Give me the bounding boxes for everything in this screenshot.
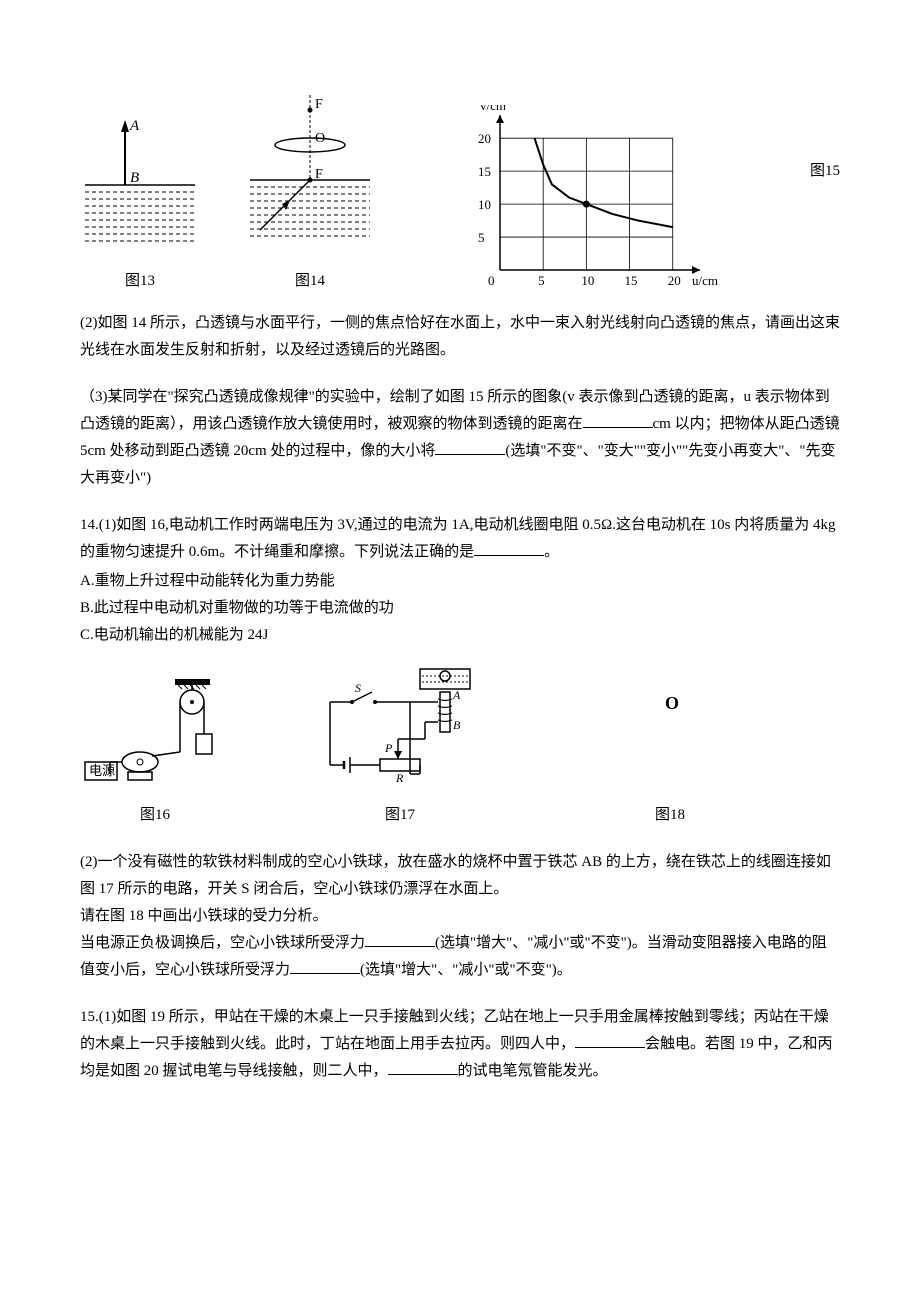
- fig16-svg: 电源: [80, 674, 230, 794]
- svg-text:15: 15: [625, 273, 638, 288]
- q14-2c: 当电源正负极调换后，空心小铁球所受浮力: [80, 935, 365, 951]
- fig15-caption: 图15: [810, 158, 840, 185]
- figure-13: A B 图13: [80, 110, 200, 295]
- fig15-svg: 5 10 15 20 5 10 15 20 0 v/cm u/cm: [455, 105, 735, 295]
- q14-opt-c: C.电动机输出的机械能为 24J: [80, 622, 840, 649]
- fig17-s: S: [355, 681, 361, 695]
- fig14-o: O: [315, 131, 325, 146]
- q14-2a: (2)一个没有磁性的软铁材料制成的空心小铁球，放在盛水的烧杯中置于铁芯 AB 的…: [80, 849, 840, 903]
- fig14-svg: F O F: [240, 90, 380, 260]
- fig17-b: B: [453, 718, 461, 732]
- blank-14-2-1: [365, 932, 435, 947]
- figure-16: 电源 图16: [80, 674, 230, 829]
- svg-text:10: 10: [478, 197, 491, 212]
- fig13-label-b: B: [130, 170, 139, 186]
- svg-text:v/cm: v/cm: [480, 105, 506, 113]
- figure-15: 5 10 15 20 5 10 15 20 0 v/cm u/cm: [420, 105, 770, 295]
- figure-row-2: 电源 图16 A B: [80, 664, 840, 829]
- blank-13-3-2: [435, 440, 505, 455]
- fig13-svg: A B: [80, 110, 200, 260]
- q13-2: (2)如图 14 所示，凸透镜与水面平行，一侧的焦点恰好在水面上，水中一束入射光…: [80, 310, 840, 364]
- fig16-label: 电源: [89, 763, 115, 778]
- q13-3: （3)某同学在"探究凸透镜成像规律"的实验中，绘制了如图 15 所示的图象(v …: [80, 384, 840, 492]
- svg-text:20: 20: [668, 273, 681, 288]
- blank-13-3-1: [583, 413, 653, 428]
- q14-1a: 14.(1)如图 16,电动机工作时两端电压为 3V,通过的电流为 1A,电动机…: [80, 517, 835, 560]
- blank-14-1: [474, 541, 544, 556]
- fig17-r: R: [395, 771, 404, 785]
- fig13-caption: 图13: [125, 268, 155, 295]
- svg-text:10: 10: [581, 273, 594, 288]
- blank-15-2: [388, 1060, 458, 1075]
- q14-1b: 。: [544, 544, 559, 560]
- fig17-p: P: [384, 741, 393, 755]
- svg-text:15: 15: [478, 164, 491, 179]
- q15-1: 15.(1)如图 19 所示，甲站在干燥的木桌上一只手接触到火线；乙站在地上一只…: [80, 1004, 840, 1085]
- q14-2b: 请在图 18 中画出小铁球的受力分析。: [80, 903, 840, 930]
- fig16-caption: 图16: [140, 802, 170, 829]
- figure-14: F O F 图14: [240, 90, 380, 295]
- svg-text:5: 5: [478, 230, 485, 245]
- q15-1c: 的试电笔氖管能发光。: [458, 1063, 608, 1079]
- figure-18: O 图18: [610, 674, 730, 829]
- blank-14-2-2: [290, 959, 360, 974]
- fig17-caption: 图17: [385, 802, 415, 829]
- svg-text:u/cm: u/cm: [692, 273, 718, 288]
- fig13-label-a: A: [129, 118, 140, 134]
- svg-text:20: 20: [478, 131, 491, 146]
- q14-2e: (选填"增大"、"减小"或"不变")。: [360, 962, 572, 978]
- fig17-svg: A B P R: [310, 664, 490, 794]
- fig17-a: A: [452, 688, 461, 702]
- figure-row-1: A B 图13 F O F: [80, 90, 840, 295]
- fig18-o: O: [665, 693, 679, 713]
- fig18-caption: 图18: [655, 802, 685, 829]
- q14-opt-b: B.此过程中电动机对重物做的功等于电流做的功: [80, 595, 840, 622]
- q14-2cde: 当电源正负极调换后，空心小铁球所受浮力(选填"增大"、"减小"或"不变")。当滑…: [80, 930, 840, 984]
- q14-opt-a: A.重物上升过程中动能转化为重力势能: [80, 568, 840, 595]
- svg-text:5: 5: [538, 273, 545, 288]
- svg-text:0: 0: [488, 273, 495, 288]
- fig14-f1: F: [315, 97, 323, 112]
- fig14-caption: 图14: [295, 268, 325, 295]
- figure-17: A B P R: [310, 664, 490, 829]
- fig18-svg: O: [610, 674, 730, 794]
- q14-1: 14.(1)如图 16,电动机工作时两端电压为 3V,通过的电流为 1A,电动机…: [80, 512, 840, 566]
- blank-15-1: [575, 1033, 645, 1048]
